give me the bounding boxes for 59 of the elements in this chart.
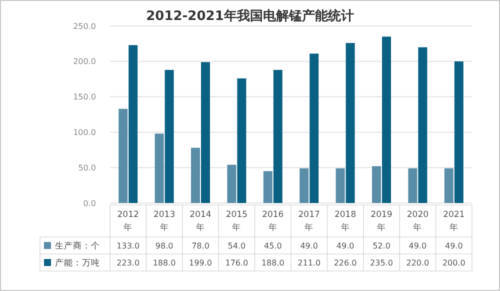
x-tick-label: 2019 年 [370, 210, 392, 233]
y-tick-label: 100.0 [73, 128, 96, 137]
data-label: 188.0 [152, 258, 176, 268]
bar [263, 171, 272, 203]
bar [118, 108, 128, 203]
data-label: 188.0 [261, 258, 284, 268]
bar [418, 47, 428, 203]
bar [300, 168, 309, 203]
data-label: 52.0 [372, 241, 390, 250]
x-tick-label: 2018 年 [334, 210, 356, 233]
y-tick-label: 50.0 [78, 163, 96, 172]
y-tick-label: 150.0 [73, 92, 96, 102]
bar [154, 134, 164, 203]
bar [382, 36, 391, 203]
chart-title: 2012-2021年我国电解锰产能统计 [146, 8, 354, 24]
y-tick-label: 200.0 [73, 57, 96, 66]
bar [310, 54, 319, 203]
data-label: 200.0 [442, 258, 466, 268]
bar [191, 148, 200, 203]
y-tick-label: 250.0 [73, 22, 96, 31]
data-label: 45.0 [264, 241, 282, 250]
bar [346, 42, 355, 203]
data-label: 176.0 [225, 258, 248, 268]
data-label: 226.0 [334, 258, 357, 268]
data-label: 54.0 [228, 241, 246, 250]
bar [408, 168, 418, 203]
legend-label: 生产商：个 [55, 240, 100, 252]
bar [454, 61, 464, 203]
x-tick-label: 2013 年 [153, 210, 176, 233]
data-label: 49.0 [444, 241, 463, 250]
data-label: 49.0 [408, 241, 427, 250]
data-label: 220.0 [406, 258, 430, 268]
bar [444, 168, 454, 203]
x-tick-label: 2017 年 [298, 210, 320, 233]
x-tick-label: 2020 年 [406, 210, 429, 233]
x-tick-label: 2016 年 [262, 210, 284, 233]
x-tick-label: 2012 年 [117, 210, 139, 233]
data-label: 49.0 [300, 241, 318, 250]
legend-label: 产能：万吨 [55, 257, 100, 268]
data-label: 235.0 [370, 258, 393, 268]
data-label: 199.0 [189, 258, 212, 268]
bar [128, 45, 138, 203]
data-label: 133.0 [116, 241, 140, 250]
bar [372, 166, 381, 203]
bar [227, 164, 236, 203]
data-label: 49.0 [336, 241, 354, 250]
x-tick-label: 2021 年 [443, 210, 465, 233]
x-tick-label: 2014 年 [190, 210, 212, 233]
data-label: 211.0 [298, 258, 321, 268]
bar [164, 70, 174, 203]
y-tick-label: 0.0 [83, 198, 96, 208]
data-label: 78.0 [192, 241, 210, 250]
data-label: 223.0 [116, 258, 140, 268]
data-label: 98.0 [155, 241, 174, 250]
bar [201, 62, 210, 203]
x-tick-label: 2015 年 [226, 210, 248, 233]
bar [273, 70, 282, 203]
bar [237, 78, 246, 203]
bar [336, 168, 345, 203]
